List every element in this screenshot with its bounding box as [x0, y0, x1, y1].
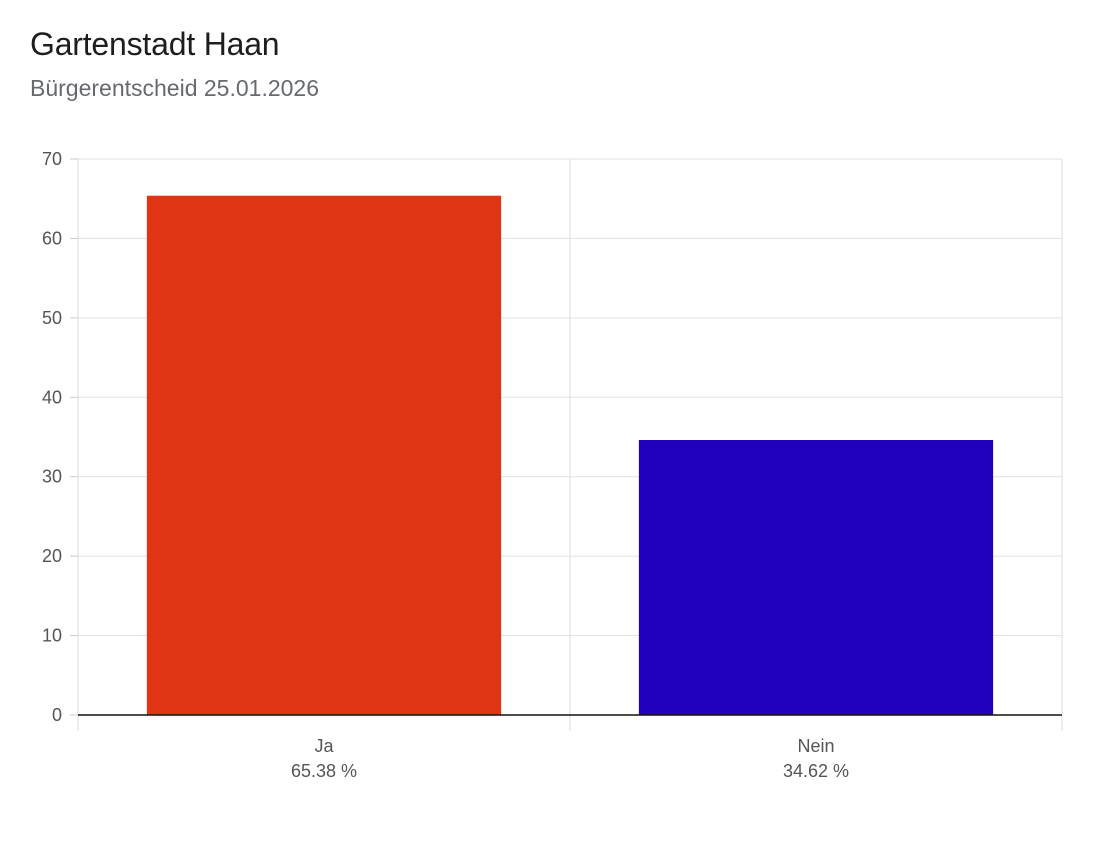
- y-tick-label: 0: [52, 705, 62, 725]
- bar-ja: [146, 195, 502, 716]
- x-category-percent-label: 65.38 %: [291, 761, 357, 781]
- y-tick-label: 40: [42, 387, 62, 407]
- y-tick-label: 60: [42, 228, 62, 248]
- y-tick-label: 30: [42, 467, 62, 487]
- y-tick-label: 10: [42, 626, 62, 646]
- chart-title: Gartenstadt Haan: [30, 26, 280, 62]
- x-category-label: Ja: [314, 736, 334, 756]
- bar-nein: [638, 440, 994, 715]
- y-tick-label: 20: [42, 546, 62, 566]
- x-category-percent-label: 34.62 %: [783, 761, 849, 781]
- chart-subtitle: Bürgerentscheid 25.01.2026: [30, 75, 319, 101]
- y-tick-label: 50: [42, 308, 62, 328]
- y-tick-label: 70: [42, 149, 62, 169]
- x-category-label: Nein: [797, 736, 834, 756]
